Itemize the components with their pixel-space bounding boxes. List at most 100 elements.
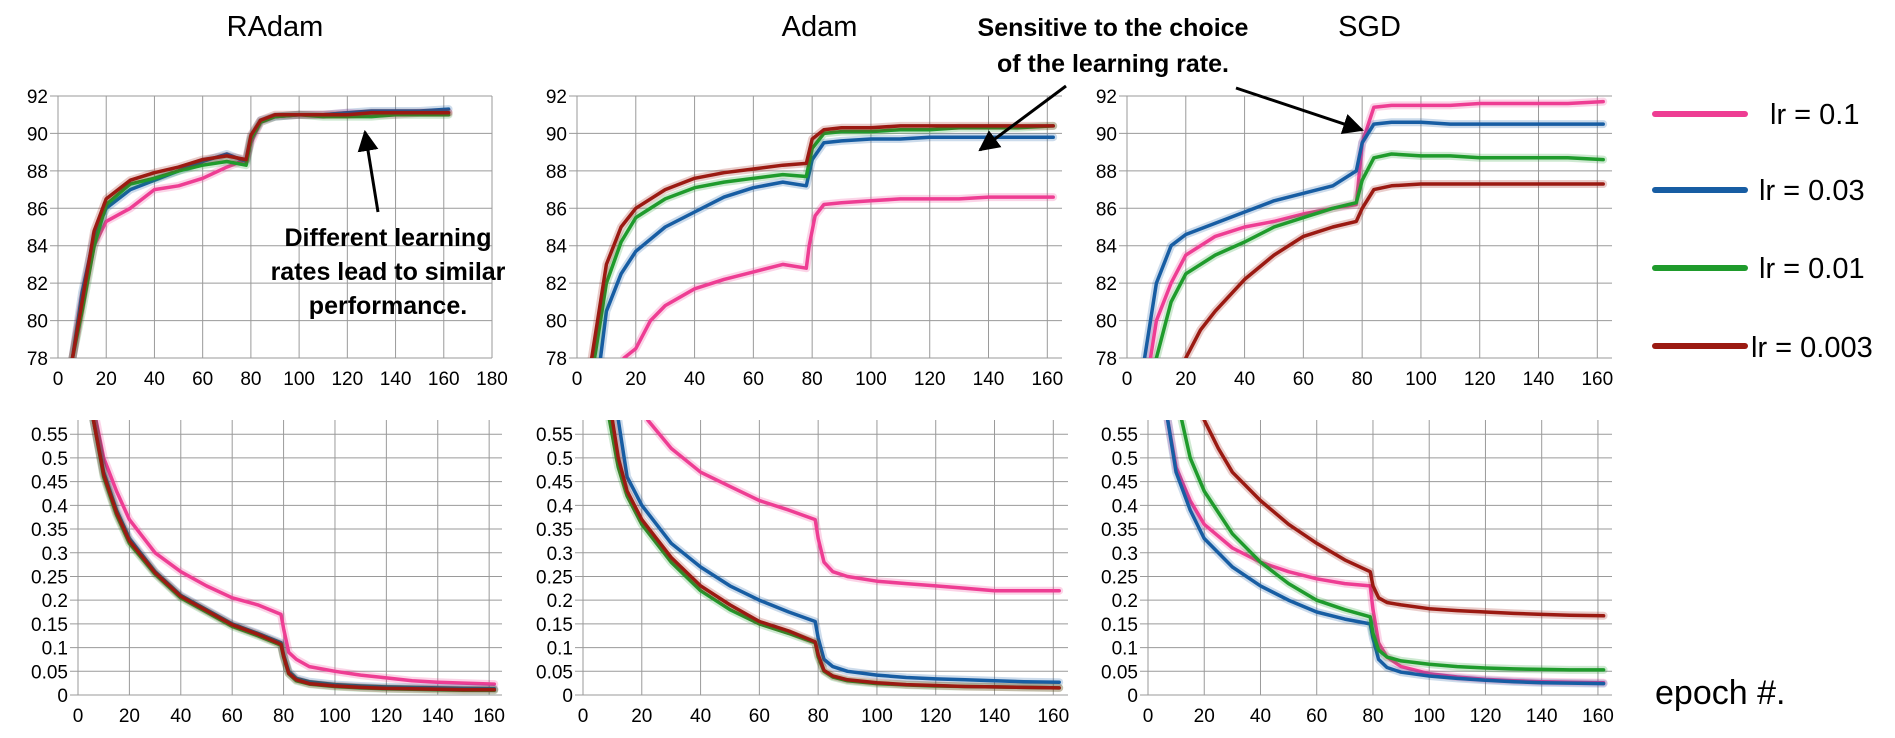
series-line-lr-0-003 xyxy=(589,124,1055,358)
series-line-lr-0-03 xyxy=(616,420,1061,684)
x-tick-label: 120 xyxy=(331,369,363,390)
series-line-lr-0-1 xyxy=(94,420,497,686)
x-tick-label: 0 xyxy=(1122,369,1133,390)
chart-title: SGD xyxy=(1338,11,1401,43)
annotation-radam-line-3: performance. xyxy=(309,292,467,320)
x-tick-label: 60 xyxy=(1306,706,1327,727)
x-tick-label: 160 xyxy=(473,706,505,727)
series-line-lr-0-01 xyxy=(1154,152,1605,358)
annotation-sensitive-arrow-left xyxy=(978,84,1067,152)
y-tick-label: 0.45 xyxy=(536,473,573,494)
x-tick-label: 120 xyxy=(1464,369,1496,390)
y-tick-label: 80 xyxy=(1096,312,1117,333)
y-tick-label: 0.4 xyxy=(42,496,69,517)
y-tick-label: 0.2 xyxy=(1112,591,1138,612)
y-tick-label: 0.05 xyxy=(31,662,68,683)
chart-5: 0 20 40 60 80 100 120 140 160 0 0.050.1 0.15 0.2 0.25… xyxy=(536,420,1069,727)
series-line-lr-0-01 xyxy=(1179,420,1606,672)
x-tick-label: 120 xyxy=(1470,706,1502,727)
y-tick-label: 86 xyxy=(27,199,48,220)
x-tick-label: 100 xyxy=(855,369,887,390)
series-line-lr-0-003 xyxy=(70,111,451,358)
x-tick-label: 100 xyxy=(861,706,893,727)
y-tick-label: 88 xyxy=(546,162,567,183)
legend: lr = 0.1 lr = 0.03 lr = 0.01 lr = 0.003 xyxy=(1652,99,1873,364)
y-tick-label: 0.1 xyxy=(547,639,573,660)
legend-label-lr-0-03: lr = 0.03 xyxy=(1759,175,1865,207)
x-tick-label: 40 xyxy=(690,706,711,727)
series-group xyxy=(605,420,1064,692)
y-tick-label: 0.5 xyxy=(1112,449,1138,470)
x-tick-label: 140 xyxy=(973,369,1005,390)
annotation-radam: Different learning rates lead to similar… xyxy=(271,129,506,320)
series-shadow-lr-0-003 xyxy=(587,121,1058,358)
y-tick-label: 78 xyxy=(27,349,48,370)
y-tick-label: 0.2 xyxy=(547,591,573,612)
series-shadow-lr-0-01 xyxy=(590,121,1058,358)
chart-4: 0 20 40 60 80 100 120 140 160 0 0.050.1 0.15 0.2 0.25… xyxy=(31,420,505,727)
x-tick-label: 140 xyxy=(1526,706,1558,727)
annotation-radam-line-1: Different learning xyxy=(285,224,492,252)
x-tick-label: 60 xyxy=(192,369,213,390)
x-tick-label: 140 xyxy=(979,706,1011,727)
y-tick-label: 92 xyxy=(1096,87,1117,108)
x-tick-label: 20 xyxy=(625,369,646,390)
y-tick-label: 0.15 xyxy=(536,615,573,636)
series-line-lr-0-1 xyxy=(622,195,1055,358)
y-tick-label: 88 xyxy=(27,162,48,183)
y-tick-label: 0.3 xyxy=(42,544,68,565)
y-tick-label: 0 xyxy=(57,686,68,707)
x-tick-label: 60 xyxy=(222,706,243,727)
series-line-lr-0-003 xyxy=(610,420,1061,690)
y-tick-label: 92 xyxy=(546,87,567,108)
y-tick-label: 84 xyxy=(27,237,49,258)
y-tick-label: 90 xyxy=(27,124,48,145)
series-line-lr-0-01 xyxy=(592,124,1055,358)
y-tick-label: 0.15 xyxy=(31,615,68,636)
y-tick-label: 86 xyxy=(546,199,567,220)
y-tick-label: 0.55 xyxy=(31,425,68,446)
annotation-sensitive: Sensitive to the choice of the learning … xyxy=(978,14,1364,152)
x-tick-label: 80 xyxy=(808,706,829,727)
y-tick-label: 80 xyxy=(27,312,48,333)
annotation-sensitive-line-2: of the learning rate. xyxy=(997,50,1229,78)
x-tick-label: 20 xyxy=(631,706,652,727)
y-tick-label: 0.35 xyxy=(1101,520,1138,541)
y-tick-label: 0 xyxy=(562,686,573,707)
y-tick-label: 0.55 xyxy=(1101,425,1138,446)
y-tick-label: 84 xyxy=(546,237,568,258)
annotation-sensitive-arrow-right xyxy=(1235,86,1364,134)
x-tick-label: 100 xyxy=(1413,706,1445,727)
series-group xyxy=(1163,420,1608,688)
y-tick-label: 0.45 xyxy=(1101,473,1138,494)
y-tick-label: 78 xyxy=(546,349,567,370)
x-tick-label: 40 xyxy=(144,369,165,390)
series-shadow-lr-0-1 xyxy=(1146,97,1608,358)
x-tick-label: 40 xyxy=(1250,706,1271,727)
x-tick-label: 20 xyxy=(1194,706,1215,727)
series-group xyxy=(89,420,499,695)
y-tick-label: 0.25 xyxy=(1101,567,1138,588)
y-tick-label: 0.05 xyxy=(536,662,573,683)
y-tick-label: 0.3 xyxy=(547,544,573,565)
series-line-lr-0-1 xyxy=(1148,99,1605,358)
chart-title: Adam xyxy=(782,11,858,43)
x-tick-label: 40 xyxy=(684,369,705,390)
legend-label-lr-0-01: lr = 0.01 xyxy=(1759,253,1865,285)
y-tick-label: 0.1 xyxy=(1112,639,1138,660)
epoch-label: epoch #. xyxy=(1655,674,1785,712)
y-tick-label: 0.35 xyxy=(536,520,573,541)
x-tick-label: 120 xyxy=(920,706,952,727)
series-group xyxy=(68,105,453,358)
y-tick-label: 0 xyxy=(1127,686,1138,707)
x-tick-label: 0 xyxy=(578,706,589,727)
x-tick-label: 80 xyxy=(1362,706,1383,727)
y-tick-label: 90 xyxy=(546,124,567,145)
series-line-lr-0-03 xyxy=(598,135,1055,358)
legend-label-lr-0-1: lr = 0.1 xyxy=(1770,99,1859,131)
y-tick-label: 0.45 xyxy=(31,473,68,494)
series-group xyxy=(1140,97,1608,358)
x-tick-label: 0 xyxy=(572,369,583,390)
y-tick-label: 0.2 xyxy=(42,591,68,612)
x-tick-label: 80 xyxy=(802,369,823,390)
